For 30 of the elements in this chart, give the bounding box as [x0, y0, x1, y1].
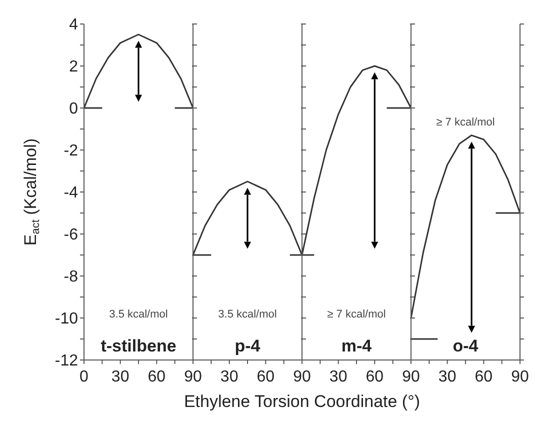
- annotation: p-4: [234, 336, 261, 356]
- y-tick-label: -4: [64, 184, 78, 202]
- x-tick-label: 60: [148, 368, 166, 386]
- x-tick-label: 60: [256, 368, 275, 386]
- annotation: ≥ 7 kcal/mol: [436, 116, 495, 128]
- x-tick-label: 90: [511, 368, 529, 386]
- annotation: 3.5 kcal/mol: [109, 308, 168, 321]
- x-tick-label: 90: [184, 368, 202, 386]
- x-tick-label: 60: [366, 368, 384, 386]
- y-tick-label: -2: [64, 142, 78, 160]
- x-axis-title: Ethylene Torsion Coordinate (°): [182, 392, 422, 412]
- y-tick-label: 2: [69, 58, 78, 76]
- y-tick-label: -6: [64, 226, 78, 244]
- annotation: o-4: [452, 336, 479, 356]
- x-tick-label: 90: [402, 368, 420, 386]
- y-tick-label: 0: [69, 100, 78, 118]
- y-tick-label: 4: [69, 16, 78, 34]
- x-tick-label: 60: [474, 368, 493, 386]
- y-tick-label: -10: [54, 310, 78, 328]
- x-tick-label: 30: [220, 368, 238, 386]
- y-tick-label: -12: [54, 352, 78, 370]
- x-tick-label: 30: [329, 368, 348, 386]
- annotation: t-stilbene: [100, 336, 176, 356]
- annotation: 3.5 kcal/mol: [218, 308, 277, 321]
- x-tick-label: 30: [438, 368, 456, 386]
- x-tick-label: 90: [293, 368, 311, 386]
- x-tick-label: 30: [111, 368, 130, 386]
- annotation: m-4: [341, 336, 372, 356]
- annotation: ≥ 7 kcal/mol: [327, 308, 386, 321]
- y-tick-label: -8: [64, 268, 78, 286]
